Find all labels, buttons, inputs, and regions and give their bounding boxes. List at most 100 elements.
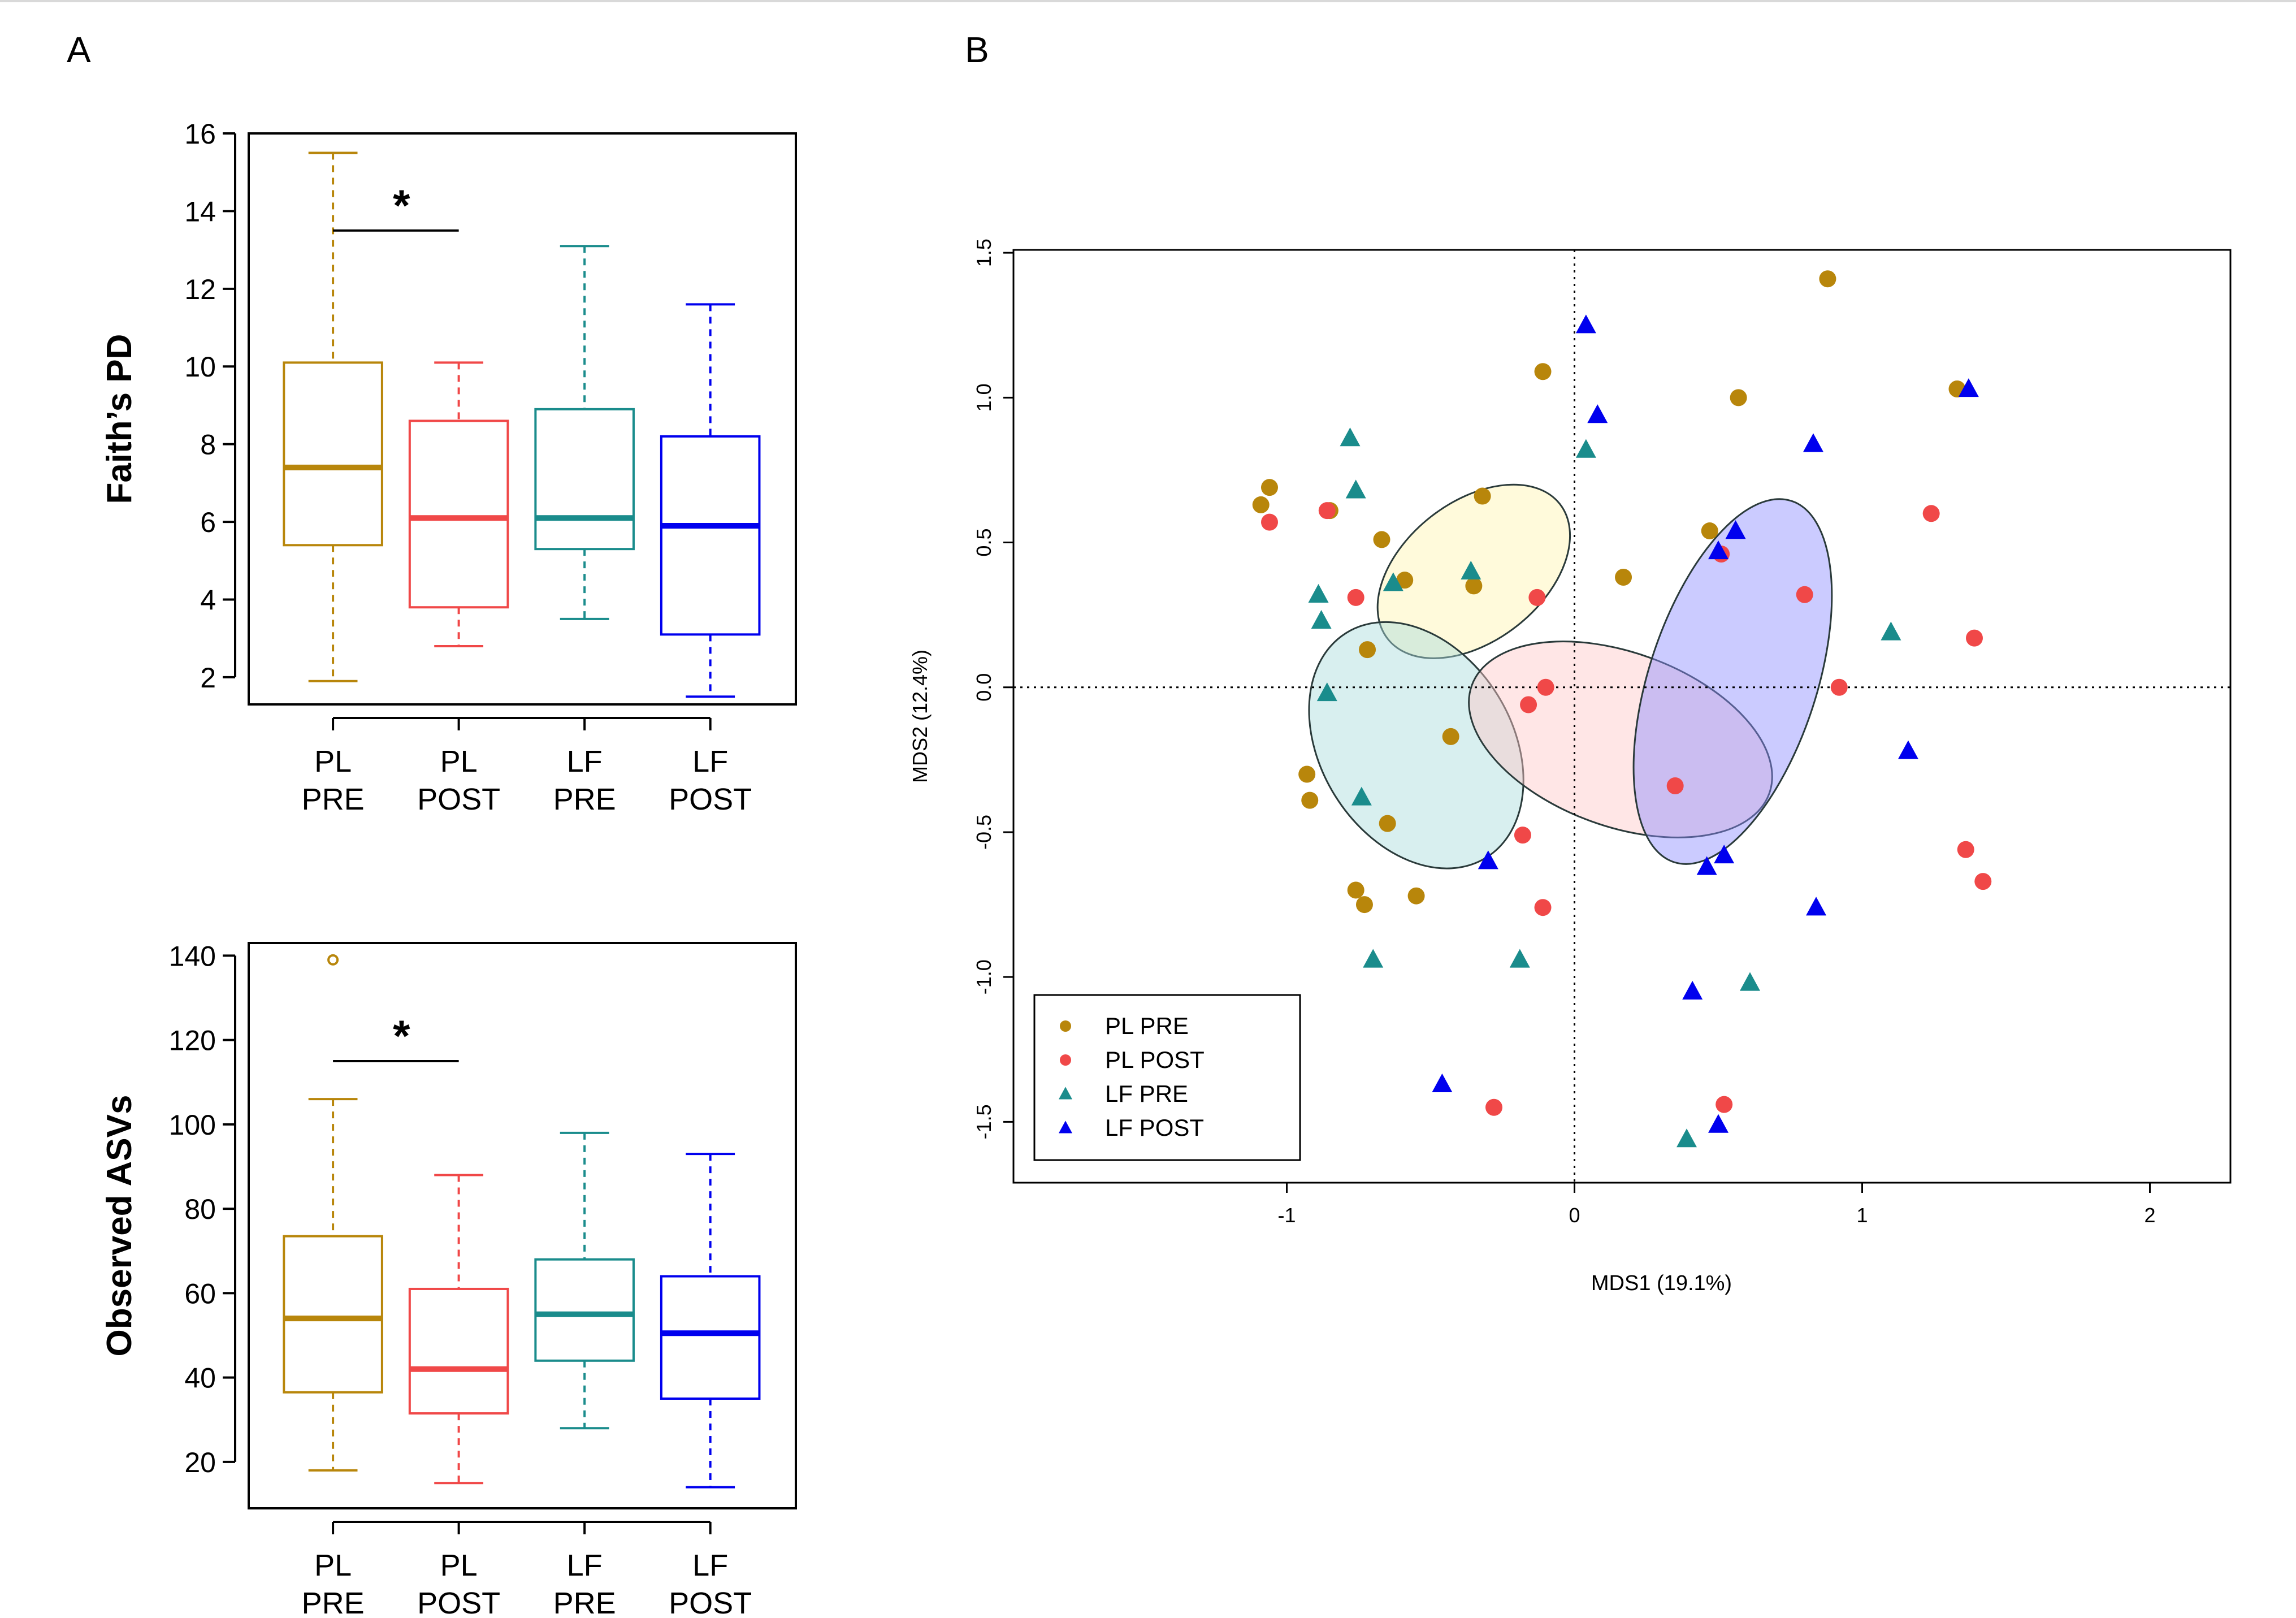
y-tick-label: 80 <box>184 1193 216 1225</box>
x-axis-label: MDS1 (19.1%) <box>1591 1271 1732 1295</box>
box-iqr <box>534 408 635 551</box>
box-lf-pre <box>534 1131 635 1430</box>
y-tick-label: 140 <box>169 940 216 972</box>
y-tick-label: 20 <box>184 1447 216 1478</box>
box-lf-pre <box>534 245 635 620</box>
x-tick-label-line2: PRE <box>302 1586 365 1618</box>
box-pl-pre <box>283 954 383 1472</box>
data-point <box>1363 949 1384 968</box>
legend-label: LF PRE <box>1105 1080 1188 1107</box>
mds-scatterplot: -1 0 1 2 MDS1 (19.1%) -1.5 -1.0 -0.5 0.0 0.5 1.0 1.… <box>908 239 2232 1295</box>
panel-b-label: B <box>965 29 989 70</box>
series-pl-post <box>1260 502 1992 1116</box>
data-point <box>1461 560 1481 579</box>
data-point <box>1708 1114 1729 1133</box>
x-tick-label-line2: POST <box>417 782 500 816</box>
ellipse-lf-post <box>1632 498 1833 865</box>
data-point <box>1478 850 1498 869</box>
data-point <box>1881 621 1901 641</box>
data-point <box>1528 589 1546 606</box>
data-point <box>1803 433 1823 452</box>
data-point <box>1359 641 1376 659</box>
x-tick-label: 2 <box>2144 1204 2155 1227</box>
data-point <box>1432 1073 1453 1092</box>
data-point <box>1351 786 1372 806</box>
data-point <box>1474 487 1491 505</box>
plot-frame <box>248 942 797 1509</box>
data-point <box>1396 572 1414 589</box>
data-point <box>1311 610 1332 629</box>
box-lf-post <box>660 303 761 698</box>
data-point <box>1922 505 1940 522</box>
data-point <box>1316 682 1337 702</box>
plot-frame <box>1012 249 2232 1184</box>
significance-asterisk: * <box>393 180 410 230</box>
data-point <box>1301 791 1319 809</box>
y-axis-label: Faith’s PD <box>100 334 139 504</box>
y-tick-label: 16 <box>184 118 216 150</box>
data-point <box>1252 496 1270 513</box>
x-tick-label-line1: PL <box>440 745 478 778</box>
series-lf-post <box>1432 314 1979 1133</box>
box-pl-post <box>408 1174 509 1485</box>
x-tick-label-line1: PL <box>314 1548 352 1582</box>
y-tick-label: 1.0 <box>972 383 995 412</box>
faith-pd-boxplot: 2 4 6 8 10 12 14 16 Faith’s PD PL PRE PL POST LF PRE LF… <box>100 118 797 816</box>
box-iqr <box>283 1235 383 1394</box>
y-tick-label: 60 <box>184 1278 216 1309</box>
data-point <box>1575 314 1596 334</box>
y-axis-label: MDS2 (12.4%) <box>908 650 932 783</box>
data-point <box>1730 389 1747 406</box>
x-tick-label-line2: POST <box>669 1586 752 1618</box>
data-point <box>1340 427 1361 447</box>
legend-label: LF POST <box>1105 1114 1204 1141</box>
y-tick-label: 10 <box>184 351 216 383</box>
data-point <box>1407 887 1425 905</box>
y-tick-label: 120 <box>169 1025 216 1057</box>
top-divider <box>0 0 2296 2</box>
legend-label: PL PRE <box>1105 1013 1189 1039</box>
data-point <box>1383 572 1403 591</box>
data-point <box>1806 897 1827 916</box>
data-point <box>1676 1128 1697 1148</box>
x-tick-label-line2: PRE <box>553 782 616 816</box>
data-point <box>1260 513 1278 531</box>
data-point <box>1060 1020 1071 1032</box>
data-point <box>1682 980 1703 1000</box>
data-point <box>1308 583 1329 603</box>
data-point <box>1796 586 1813 603</box>
y-tick-label: -1.5 <box>972 1104 995 1139</box>
y-tick-label: 0.0 <box>972 673 995 702</box>
box-pl-pre <box>283 152 383 682</box>
data-point <box>1575 439 1596 458</box>
y-tick-label: -1.0 <box>972 959 995 994</box>
data-point <box>1739 972 1760 991</box>
data-point <box>1260 479 1278 496</box>
y-tick-label: 14 <box>184 196 216 227</box>
series-pl-pre <box>1252 270 1966 914</box>
data-point <box>1373 531 1390 548</box>
legend: PL PRE PL POST LF PRE LF POST <box>1033 994 1301 1161</box>
data-point <box>1966 629 1983 647</box>
x-tick-label-line2: POST <box>669 782 752 816</box>
data-point <box>1060 1054 1071 1066</box>
y-tick-label: 8 <box>200 429 216 461</box>
data-point <box>1819 270 1836 288</box>
x-tick-label-line1: LF <box>692 1548 728 1582</box>
y-tick-label: 12 <box>184 274 216 305</box>
y-tick-label: 1.5 <box>972 239 995 267</box>
data-point <box>1347 589 1364 606</box>
data-point <box>1701 522 1718 540</box>
data-point <box>1974 873 1992 890</box>
x-tick-label-line1: LF <box>567 745 603 778</box>
plot-frame <box>248 132 797 706</box>
y-tick-label: -0.5 <box>972 815 995 850</box>
box-iqr <box>660 1275 761 1400</box>
data-point <box>1514 827 1531 844</box>
box-lf-post <box>660 1153 761 1489</box>
box-pl-post <box>408 361 509 647</box>
x-tick-label-line1: PL <box>440 1548 478 1582</box>
data-point <box>1465 577 1483 595</box>
data-point <box>1347 881 1364 899</box>
